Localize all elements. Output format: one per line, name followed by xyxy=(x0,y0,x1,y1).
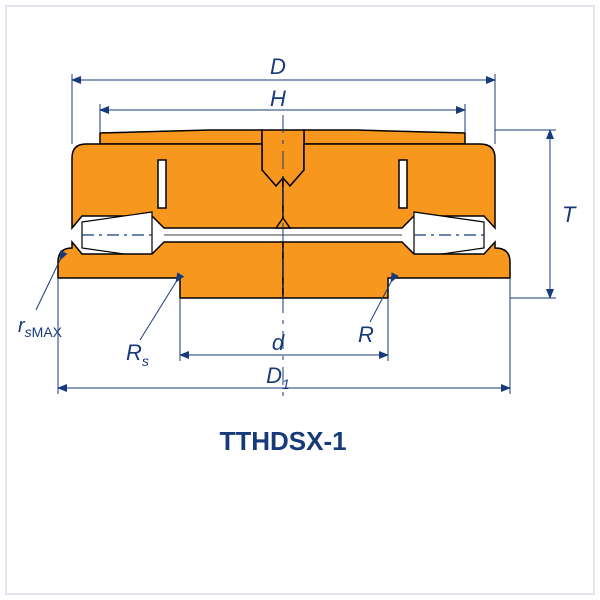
label-T: T xyxy=(562,202,577,227)
label-Rs: Rs xyxy=(126,340,149,369)
diagram-svg: D H T d D1 Rs R rsMAX TTHDSX-1 xyxy=(0,0,600,600)
label-rsmax: rsMAX xyxy=(18,315,63,340)
label-D: D xyxy=(270,54,286,79)
diagram-title: TTHDSX-1 xyxy=(219,426,346,456)
label-D1: D1 xyxy=(266,363,290,392)
label-H: H xyxy=(270,86,286,111)
label-R: R xyxy=(358,322,374,347)
frame xyxy=(6,6,594,594)
label-d: d xyxy=(272,330,285,355)
